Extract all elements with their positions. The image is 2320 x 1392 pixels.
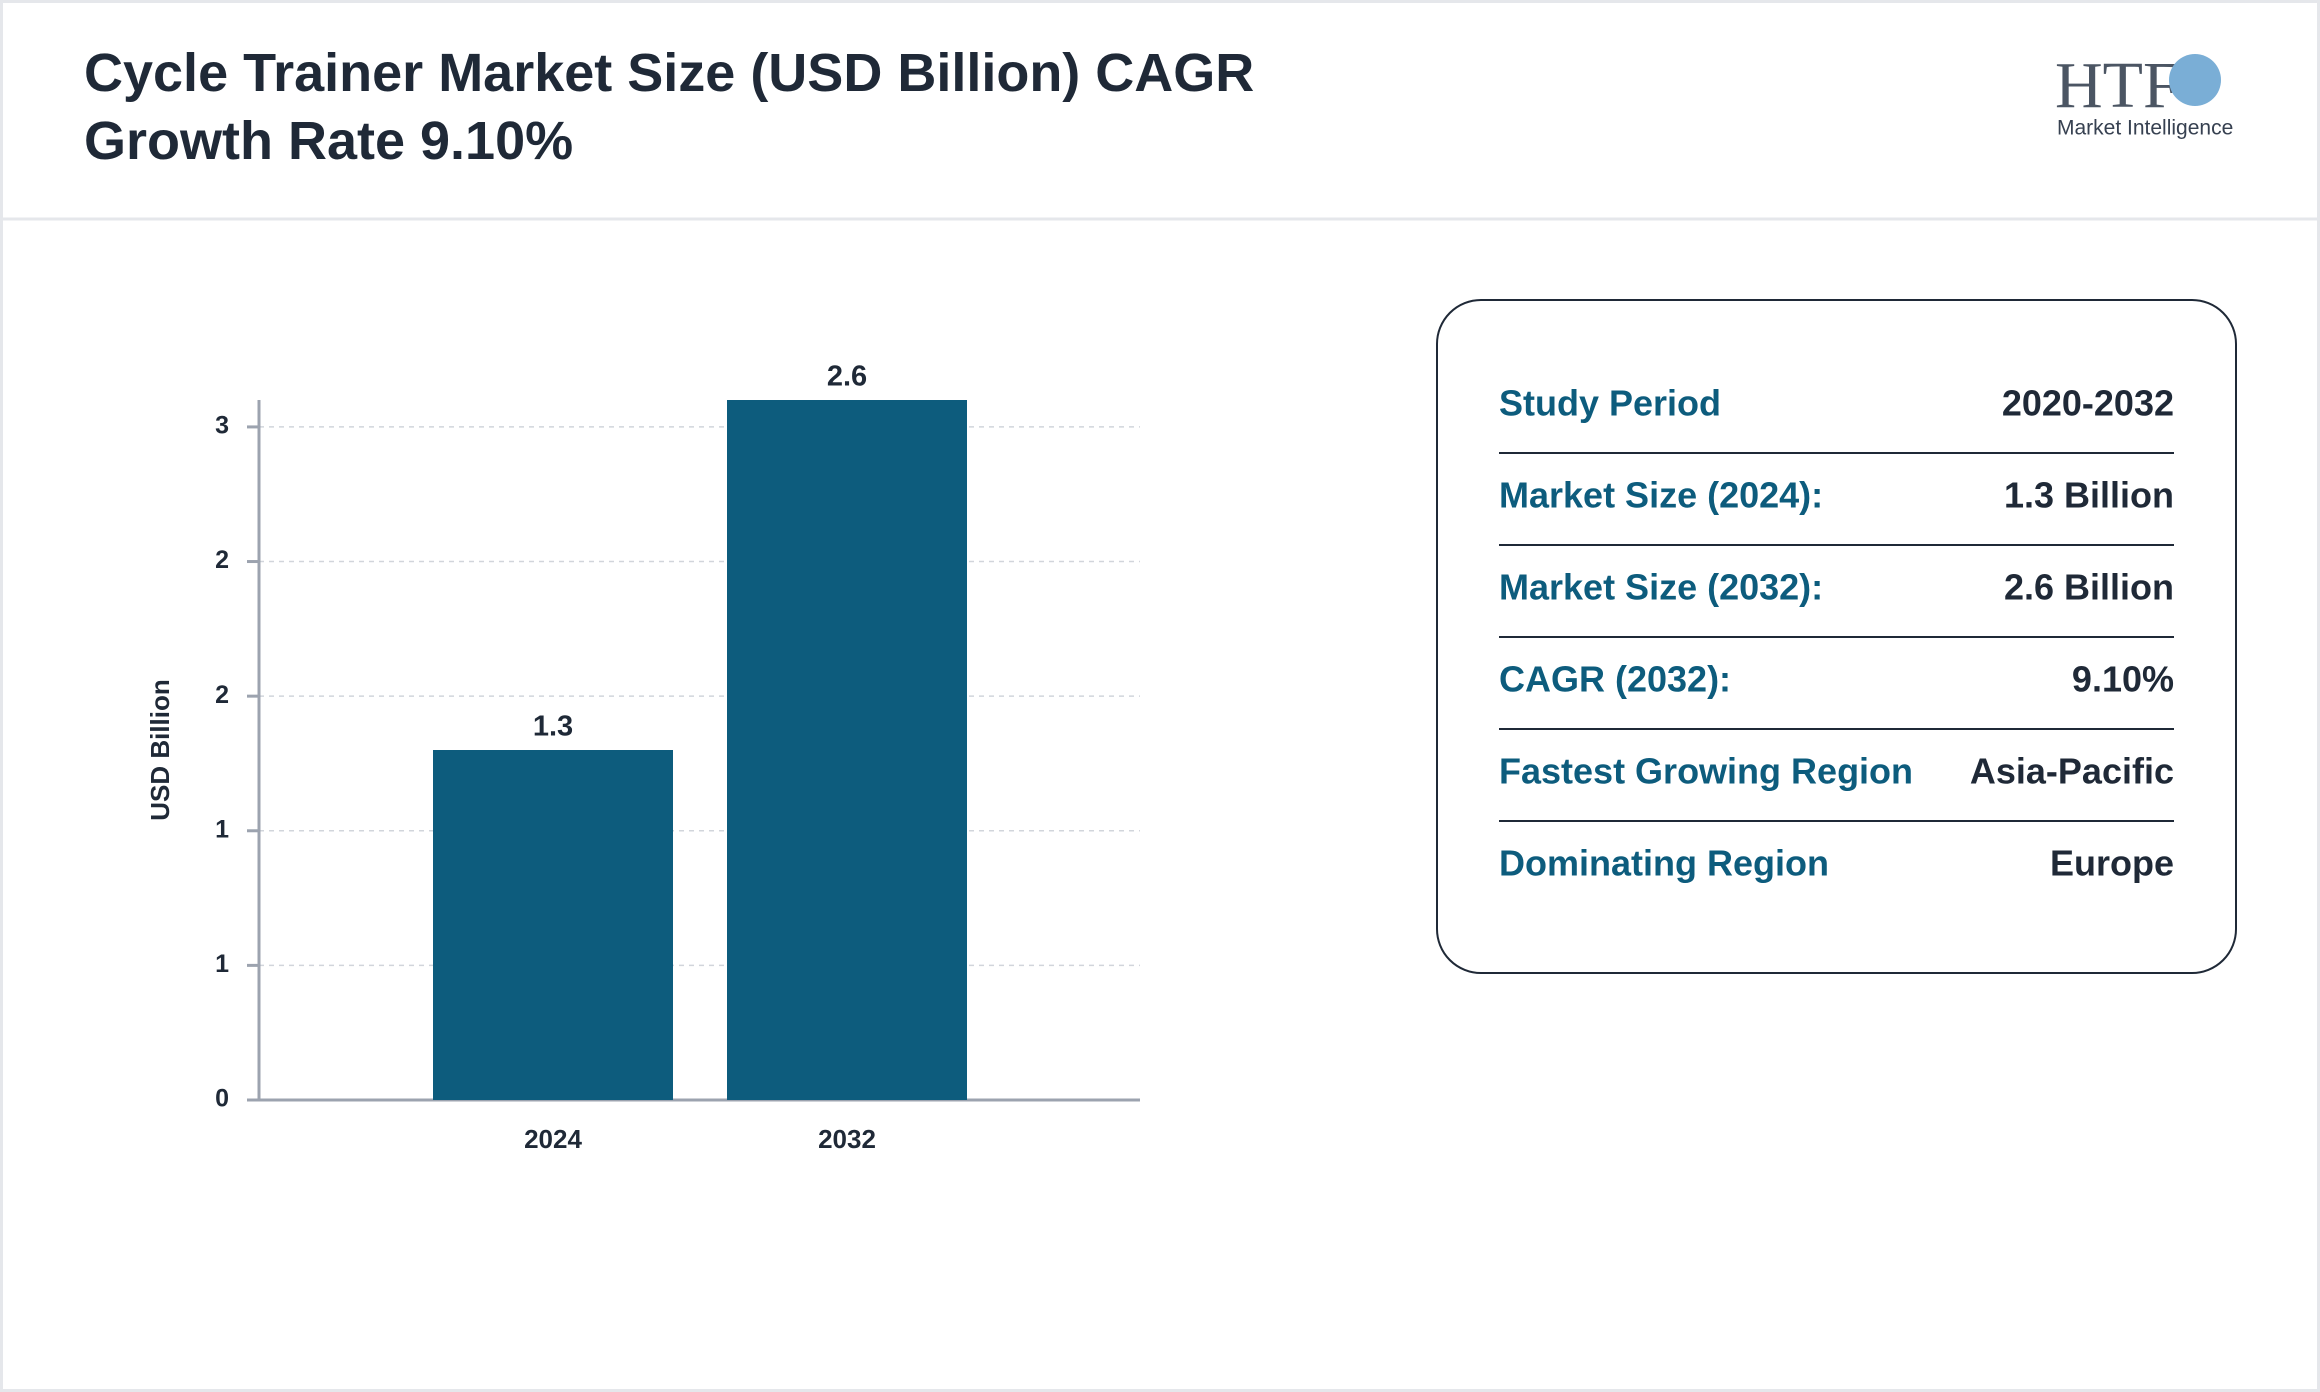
info-label: Study Period: [1499, 383, 1721, 424]
logo-mark: HTF: [2055, 49, 2180, 122]
info-label: Market Size (2032):: [1499, 567, 1823, 608]
info-value: Europe: [2050, 843, 2174, 884]
logo-icon: [2169, 54, 2221, 106]
y-tick-label: 1: [215, 815, 229, 843]
info-value: Asia-Pacific: [1970, 751, 2174, 792]
x-tick-label: 2032: [818, 1124, 876, 1154]
y-tick-label: 1: [215, 950, 229, 978]
info-value: 1.3 Billion: [2004, 475, 2174, 516]
logo: HTF Market Intelligence: [2055, 49, 2233, 139]
y-tick-label: 2: [215, 681, 229, 709]
info-label: Dominating Region: [1499, 843, 1829, 884]
info-label: Market Size (2024):: [1499, 475, 1823, 516]
chart-title: Cycle Trainer Market Size (USD Billion) …: [84, 43, 1254, 171]
bar: [727, 400, 967, 1100]
info-value: 2020-2032: [2002, 383, 2174, 424]
y-tick-label: 2: [215, 546, 229, 574]
info-label: Fastest Growing Region: [1499, 751, 1913, 792]
info-label: CAGR (2032):: [1499, 659, 1731, 700]
logo-tagline: Market Intelligence: [2057, 117, 2233, 140]
data-label: 1.3: [533, 711, 573, 743]
info-value: 2.6 Billion: [2004, 567, 2174, 608]
bar: [433, 750, 673, 1100]
x-tick-label: 2024: [524, 1124, 582, 1154]
info-value: 9.10%: [2072, 659, 2174, 700]
y-axis-label: USD Billion: [145, 679, 175, 821]
data-label: 2.6: [827, 361, 867, 393]
y-tick-label: 0: [215, 1085, 229, 1113]
y-tick-label: 3: [215, 412, 229, 440]
